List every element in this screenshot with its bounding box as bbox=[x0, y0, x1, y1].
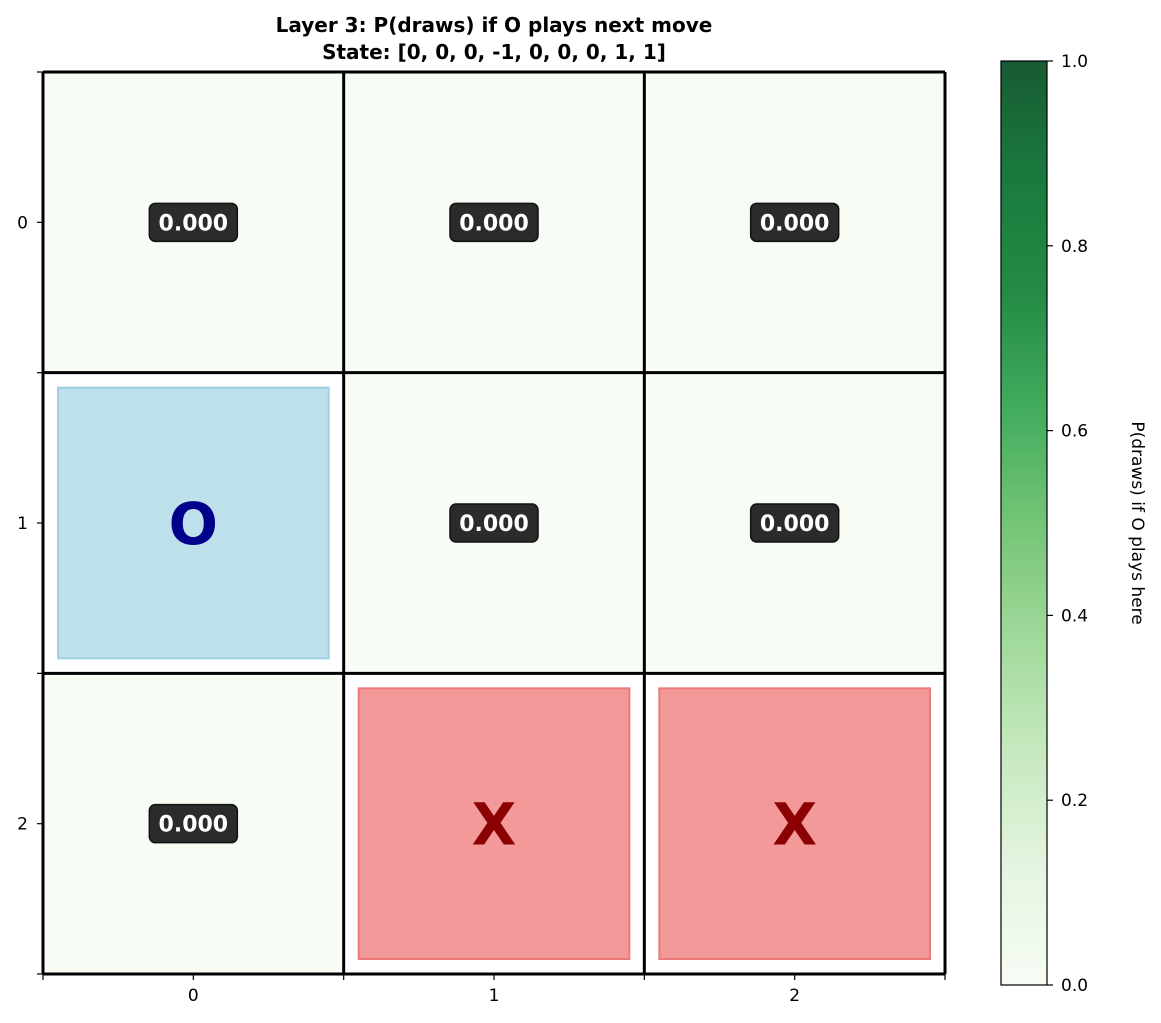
colorbar-tick-label: 0.0 bbox=[1061, 976, 1088, 996]
value-label-box bbox=[148, 202, 239, 243]
colorbar-tick-label: 0.2 bbox=[1061, 791, 1088, 811]
chart-title: Layer 3: P(draws) if O plays next move bbox=[276, 13, 713, 37]
colorbar-tick-label: 0.4 bbox=[1061, 606, 1088, 626]
colorbar-tick-label: 0.6 bbox=[1061, 422, 1088, 442]
colorbar-ticks: 0.0 0.2 0.4 0.6 0.8 1.0 bbox=[1047, 52, 1088, 996]
colorbar-tick-label: 1.0 bbox=[1061, 52, 1088, 72]
x-piece-cell bbox=[658, 687, 932, 961]
value-label: 0.000 bbox=[459, 512, 529, 537]
colorbar-label: P(draws) if O plays here bbox=[1127, 421, 1147, 624]
x-tick-label: 2 bbox=[789, 986, 800, 1006]
value-label-box bbox=[449, 202, 539, 243]
y-tick-label: 0 bbox=[17, 213, 28, 233]
colorbar-tick-label: 0.8 bbox=[1061, 237, 1088, 257]
x-mark: X bbox=[772, 791, 817, 859]
value-label-box bbox=[749, 503, 840, 543]
y-tick-label: 1 bbox=[17, 514, 28, 534]
o-mark: O bbox=[169, 490, 218, 558]
x-mark: X bbox=[472, 791, 517, 859]
y-tick-label: 2 bbox=[17, 815, 28, 835]
value-label: 0.000 bbox=[760, 512, 830, 537]
chart-subtitle: State: [0, 0, 0, -1, 0, 0, 0, 1, 1] bbox=[322, 40, 666, 64]
colorbar: 0.0 0.2 0.4 0.6 0.8 1.0 P(draws) if O plays h… bbox=[1000, 52, 1147, 996]
x-tick-label: 0 bbox=[188, 986, 199, 1006]
value-label: 0.000 bbox=[459, 211, 529, 236]
colorbar-gradient bbox=[1000, 60, 1048, 986]
axes: 0 1 2 0 1 2 bbox=[17, 71, 946, 1006]
x-tick-label: 1 bbox=[489, 986, 500, 1006]
o-piece-cell bbox=[57, 386, 330, 660]
value-label-box bbox=[449, 503, 539, 543]
board-cells: 0.000 0.000 0.000 O 0.000 0.000 0.000 X X bbox=[43, 72, 946, 975]
value-label-box bbox=[749, 202, 840, 243]
value-label: 0.000 bbox=[760, 211, 830, 236]
value-label: 0.000 bbox=[159, 211, 229, 236]
x-piece-cell bbox=[357, 687, 631, 961]
value-label: 0.000 bbox=[159, 813, 229, 838]
value-label-box bbox=[148, 803, 239, 844]
